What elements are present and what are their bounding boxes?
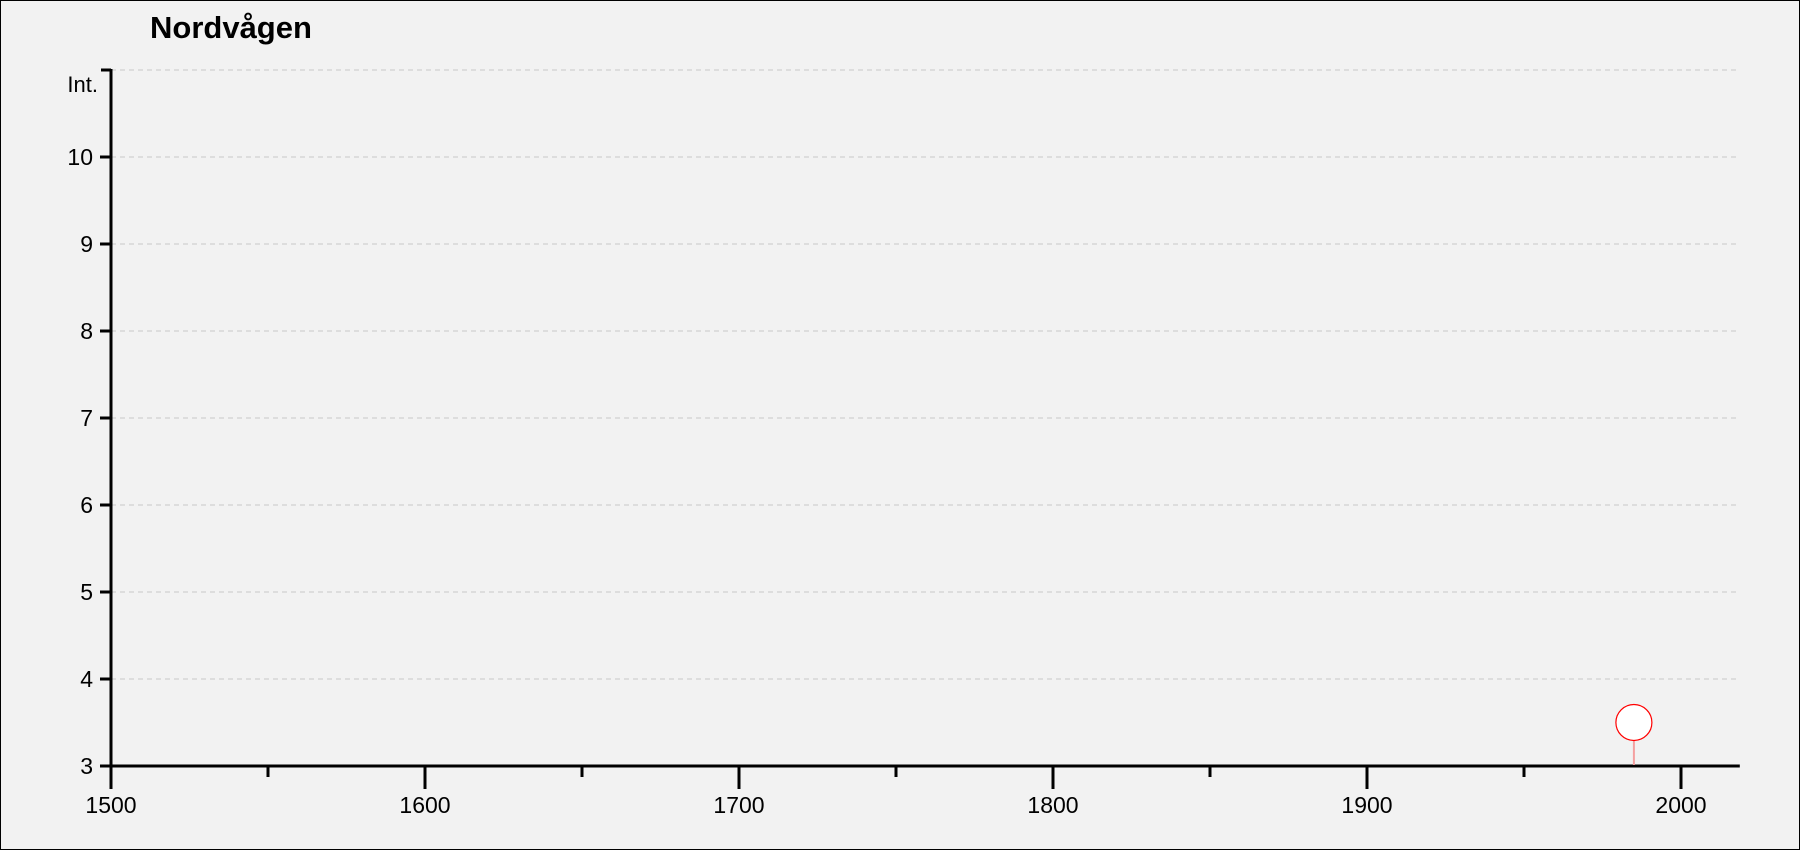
x-tick-label: 1900 — [1341, 792, 1392, 818]
y-tick-label: 6 — [80, 492, 93, 518]
x-tick-label: 1600 — [399, 792, 450, 818]
y-axis-label: Int. — [67, 72, 98, 97]
y-tick-label: 4 — [80, 666, 93, 692]
x-tick-label: 2000 — [1655, 792, 1706, 818]
x-tick-label: 1700 — [713, 792, 764, 818]
y-tick-label: 9 — [80, 231, 93, 257]
y-tick-label: 10 — [67, 144, 93, 170]
y-tick-label: 5 — [80, 579, 93, 605]
x-tick-label: 1500 — [85, 792, 136, 818]
y-tick-label: 7 — [80, 405, 93, 431]
data-point — [1615, 703, 1653, 742]
x-tick-label: 1800 — [1027, 792, 1078, 818]
y-tick-label: 3 — [80, 753, 93, 779]
chart-title: Nordvågen — [150, 10, 312, 45]
y-tick-label: 8 — [80, 318, 93, 344]
